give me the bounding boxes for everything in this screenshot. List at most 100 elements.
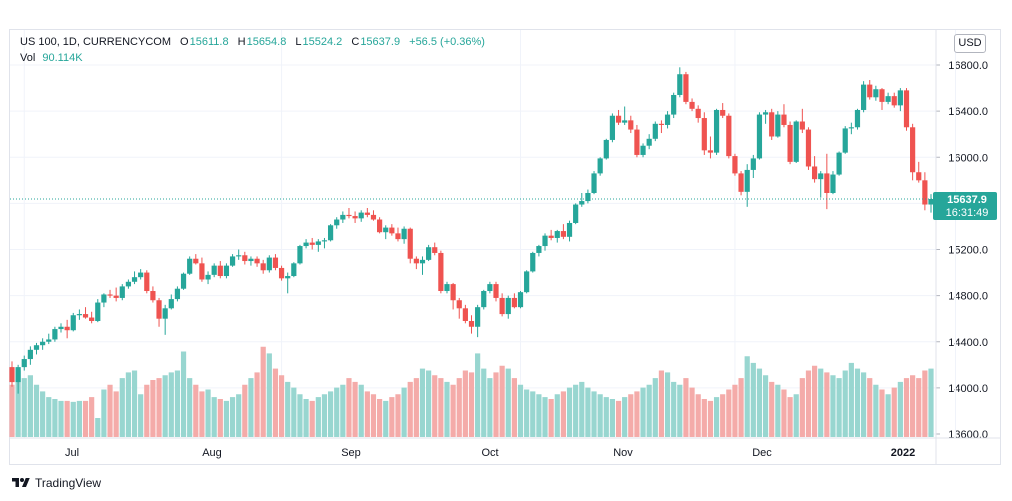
candle-body xyxy=(303,242,309,247)
candle-body xyxy=(769,112,775,137)
candle-body xyxy=(628,120,634,130)
candle-body xyxy=(799,121,805,130)
candle-body xyxy=(468,320,475,327)
candle-body xyxy=(664,114,671,125)
candle-body xyxy=(493,284,499,298)
candle-body xyxy=(922,180,928,205)
volume-bar xyxy=(144,384,150,437)
y-tick-label: 14400.0 xyxy=(948,337,988,349)
candle-body xyxy=(775,114,781,137)
candle-body xyxy=(95,302,101,321)
candle-body xyxy=(33,345,40,350)
volume-bar xyxy=(836,378,842,437)
candle-body xyxy=(297,246,303,264)
candle-body xyxy=(707,150,714,153)
candle-body xyxy=(573,204,579,223)
candle-body xyxy=(426,247,432,260)
volume-bar xyxy=(622,397,628,437)
volume-bar xyxy=(456,378,462,437)
volume-bar xyxy=(493,372,499,437)
volume-bar xyxy=(352,381,358,437)
volume-bar xyxy=(450,384,456,437)
volume-bar xyxy=(370,394,377,437)
candle-body xyxy=(144,272,150,292)
candle-body xyxy=(125,281,132,287)
volume-bar xyxy=(652,378,658,437)
volume-bar xyxy=(628,394,634,437)
y-tick-label: 16000.0 xyxy=(948,152,988,164)
y-tick-label: 14000.0 xyxy=(948,383,988,395)
last-price-tag-bg xyxy=(933,192,997,221)
volume-bar xyxy=(383,400,389,437)
candle-body xyxy=(113,295,119,298)
candle-body xyxy=(677,74,683,95)
close-value: 15637.9 xyxy=(360,36,401,48)
volume-bar xyxy=(205,389,211,437)
volume-bar xyxy=(377,399,383,437)
candle-body xyxy=(897,90,903,106)
candle-body xyxy=(278,267,285,279)
candle-body xyxy=(156,300,162,319)
volume-bar xyxy=(113,391,119,437)
volume-bar xyxy=(566,387,573,437)
volume-bar xyxy=(309,400,315,437)
candle-body xyxy=(487,284,493,292)
candle-body xyxy=(824,173,830,193)
volume-bar xyxy=(683,378,689,437)
candle-body xyxy=(217,265,223,277)
x-month-label: Jul xyxy=(65,447,79,459)
volume-bar xyxy=(769,381,775,437)
volume-bar xyxy=(811,365,818,437)
volume-bar xyxy=(873,384,879,437)
tradingview-logo-icon xyxy=(12,478,30,487)
volume-bar xyxy=(229,397,236,437)
volume-bar xyxy=(524,389,530,437)
volume-bar xyxy=(46,397,52,437)
candle-body xyxy=(236,255,242,257)
high-label: H xyxy=(237,36,246,48)
y-tick-label: 15200.0 xyxy=(948,245,988,257)
volume-legend: Vol 90.114K xyxy=(20,52,83,64)
volume-bar xyxy=(861,372,867,437)
candle-body xyxy=(713,109,720,153)
branding-footer[interactable]: TradingView xyxy=(12,476,101,490)
candle-body xyxy=(40,341,46,346)
volume-bar xyxy=(475,353,481,437)
candle-body xyxy=(321,240,328,242)
last-price-label: 15637.9 xyxy=(947,194,987,206)
volume-bar xyxy=(487,378,493,437)
candle-body xyxy=(536,246,542,253)
volume-bar xyxy=(401,387,407,437)
candle-body xyxy=(793,121,799,162)
volume-bar xyxy=(266,353,272,437)
volume-bar xyxy=(272,368,279,437)
candle-body xyxy=(462,308,468,321)
candle-body xyxy=(891,96,897,106)
volume-bar xyxy=(732,384,738,437)
x-month-label: Nov xyxy=(613,447,633,459)
volume-bar xyxy=(922,370,928,437)
volume-bar xyxy=(585,387,591,437)
volume-bar xyxy=(426,370,432,437)
candle-body xyxy=(407,228,413,259)
candle-body xyxy=(579,201,585,205)
volume-bar xyxy=(27,375,33,437)
candle-body xyxy=(566,222,573,237)
candle-body xyxy=(346,214,352,217)
open-label: O xyxy=(180,36,189,48)
candle-body xyxy=(272,257,279,268)
volume-bar xyxy=(89,397,95,437)
candle-body xyxy=(781,114,787,125)
volume-bar xyxy=(82,400,89,437)
candle-body xyxy=(205,274,211,280)
volume-bar xyxy=(58,400,64,437)
close-label: C xyxy=(351,36,360,48)
volume-bar xyxy=(174,370,181,437)
volume-bar xyxy=(340,384,346,437)
volume-bar xyxy=(334,387,340,437)
currency-button[interactable]: USD xyxy=(954,34,986,53)
candle-body xyxy=(744,169,750,192)
volume-bar xyxy=(70,401,76,437)
volume-bar xyxy=(64,400,70,437)
